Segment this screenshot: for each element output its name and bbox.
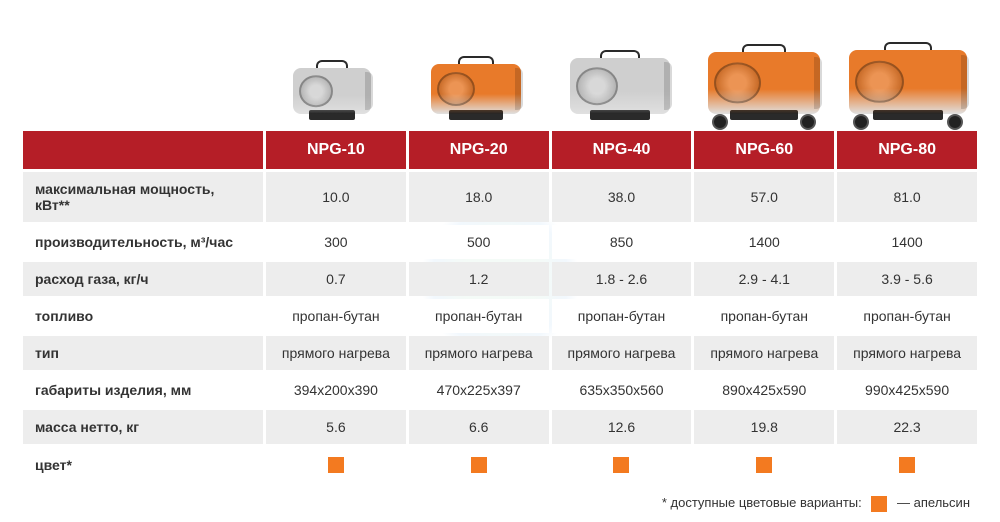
table-cell: 18.0 — [409, 172, 549, 222]
color-swatch-icon — [613, 457, 629, 473]
table-cell: пропан-бутан — [837, 299, 977, 333]
color-swatch-icon — [899, 457, 915, 473]
table-cell: пропан-бутан — [694, 299, 834, 333]
product-image — [836, 42, 980, 120]
table-cell: 38.0 — [552, 172, 692, 222]
table-cell: 850 — [552, 225, 692, 259]
footnote-color-label: — апельсин — [897, 495, 970, 510]
table-cell: 2.9 - 4.1 — [694, 262, 834, 296]
table-cell: 1400 — [837, 225, 977, 259]
spec-table: NPG-10NPG-20NPG-40NPG-60NPG-80 максималь… — [20, 128, 980, 485]
table-cell: прямого нагрева — [409, 336, 549, 370]
color-swatch-icon — [756, 457, 772, 473]
table-header-model: NPG-20 — [409, 131, 549, 169]
table-cell: прямого нагрева — [266, 336, 406, 370]
product-image — [692, 44, 836, 120]
table-header-model: NPG-60 — [694, 131, 834, 169]
table-row-label: топливо — [23, 299, 263, 333]
table-header-model: NPG-40 — [552, 131, 692, 169]
color-swatch-icon — [471, 457, 487, 473]
product-image — [404, 56, 548, 120]
table-cell: пропан-бутан — [266, 299, 406, 333]
table-cell: пропан-бутан — [409, 299, 549, 333]
color-footnote: * доступные цветовые варианты: — апельси… — [20, 495, 980, 512]
color-swatch-icon — [871, 496, 887, 512]
table-cell: 6.6 — [409, 410, 549, 444]
table-cell: 500 — [409, 225, 549, 259]
table-cell: 890х425х590 — [694, 373, 834, 407]
table-header-model: NPG-80 — [837, 131, 977, 169]
product-image-row — [20, 10, 980, 120]
table-cell: 470х225х397 — [409, 373, 549, 407]
table-cell: 10.0 — [266, 172, 406, 222]
table-cell: 300 — [266, 225, 406, 259]
table-cell: 57.0 — [694, 172, 834, 222]
table-cell — [837, 447, 977, 482]
table-cell: 0.7 — [266, 262, 406, 296]
table-cell: 394х200х390 — [266, 373, 406, 407]
table-row-label: цвет* — [23, 447, 263, 482]
table-cell: 1400 — [694, 225, 834, 259]
table-header-blank — [23, 131, 263, 169]
table-cell — [409, 447, 549, 482]
table-row-label: тип — [23, 336, 263, 370]
table-cell: 22.3 — [837, 410, 977, 444]
table-row-label: масса нетто, кг — [23, 410, 263, 444]
table-cell: 19.8 — [694, 410, 834, 444]
table-row-label: производительность, м³/час — [23, 225, 263, 259]
footnote-prefix: * доступные цветовые варианты: — [662, 495, 862, 510]
table-cell: 81.0 — [837, 172, 977, 222]
table-row-label: расход газа, кг/ч — [23, 262, 263, 296]
table-cell — [266, 447, 406, 482]
table-cell: 12.6 — [552, 410, 692, 444]
table-cell: 635х350х560 — [552, 373, 692, 407]
table-cell: 1.8 - 2.6 — [552, 262, 692, 296]
table-cell: пропан-бутан — [552, 299, 692, 333]
table-cell: 1.2 — [409, 262, 549, 296]
table-cell: прямого нагрева — [552, 336, 692, 370]
table-cell: прямого нагрева — [694, 336, 834, 370]
product-image — [548, 50, 692, 120]
table-cell: 990х425х590 — [837, 373, 977, 407]
table-cell: прямого нагрева — [837, 336, 977, 370]
table-row-label: максимальная мощность, кВт** — [23, 172, 263, 222]
table-header-model: NPG-10 — [266, 131, 406, 169]
product-image — [260, 60, 404, 120]
table-cell — [552, 447, 692, 482]
table-cell: 5.6 — [266, 410, 406, 444]
table-cell — [694, 447, 834, 482]
table-row-label: габариты изделия, мм — [23, 373, 263, 407]
color-swatch-icon — [328, 457, 344, 473]
table-cell: 3.9 - 5.6 — [837, 262, 977, 296]
